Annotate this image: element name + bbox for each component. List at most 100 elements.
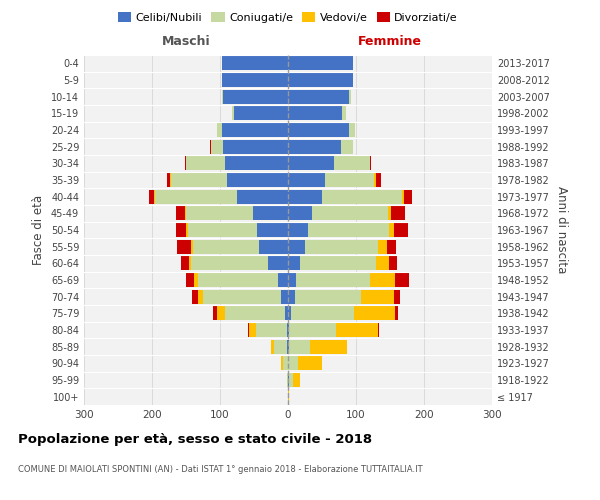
Bar — [288, 273, 296, 287]
Bar — [395, 306, 398, 320]
Bar — [288, 140, 341, 154]
Bar — [223, 90, 288, 104]
Bar — [370, 156, 371, 170]
Bar — [284, 306, 288, 320]
Bar — [343, 106, 346, 120]
Bar — [170, 173, 171, 187]
Bar — [391, 206, 405, 220]
Bar — [310, 340, 347, 354]
Bar — [388, 206, 391, 220]
Bar — [287, 373, 288, 387]
Bar — [374, 173, 376, 187]
Bar — [296, 273, 370, 287]
Bar — [268, 256, 288, 270]
Bar — [189, 256, 191, 270]
Bar — [288, 323, 289, 337]
Bar — [287, 323, 288, 337]
Bar — [185, 156, 186, 170]
Bar — [288, 240, 305, 254]
Bar — [227, 173, 288, 187]
Bar — [389, 256, 397, 270]
Bar — [394, 290, 400, 304]
Bar — [222, 90, 223, 104]
Bar — [354, 306, 395, 320]
Bar — [225, 306, 284, 320]
Bar — [176, 223, 186, 237]
Bar — [395, 273, 409, 287]
Bar — [213, 306, 217, 320]
Bar — [335, 323, 378, 337]
Bar — [402, 190, 404, 204]
Bar — [404, 190, 412, 204]
Bar — [288, 340, 289, 354]
Bar — [222, 123, 288, 137]
Bar — [188, 223, 257, 237]
Bar — [167, 173, 170, 187]
Bar — [288, 73, 353, 87]
Bar — [292, 306, 354, 320]
Bar — [185, 206, 186, 220]
Text: Maschi: Maschi — [161, 35, 211, 48]
Bar — [341, 140, 353, 154]
Bar — [154, 190, 155, 204]
Bar — [237, 190, 288, 204]
Bar — [288, 190, 322, 204]
Bar — [288, 206, 312, 220]
Bar — [271, 340, 274, 354]
Bar — [293, 373, 299, 387]
Bar — [256, 323, 287, 337]
Bar — [376, 173, 381, 187]
Bar — [349, 123, 355, 137]
Bar — [394, 223, 407, 237]
Bar — [194, 273, 197, 287]
Bar — [278, 273, 288, 287]
Bar — [288, 90, 349, 104]
Bar — [376, 256, 389, 270]
Bar — [186, 223, 188, 237]
Bar — [295, 290, 361, 304]
Bar — [217, 123, 222, 137]
Bar — [325, 173, 374, 187]
Bar — [155, 190, 237, 204]
Bar — [223, 140, 288, 154]
Text: COMUNE DI MAIOLATI SPONTINI (AN) - Dati ISTAT 1° gennaio 2018 - Elaborazione TUT: COMUNE DI MAIOLATI SPONTINI (AN) - Dati … — [18, 466, 422, 474]
Bar — [289, 373, 293, 387]
Bar — [226, 156, 288, 170]
Bar — [288, 106, 343, 120]
Bar — [305, 240, 379, 254]
Y-axis label: Fasce di età: Fasce di età — [32, 195, 45, 265]
Bar — [288, 356, 298, 370]
Bar — [288, 256, 300, 270]
Bar — [177, 240, 191, 254]
Bar — [288, 56, 353, 70]
Bar — [288, 223, 308, 237]
Bar — [211, 140, 223, 154]
Bar — [249, 323, 256, 337]
Bar — [322, 190, 402, 204]
Bar — [181, 256, 189, 270]
Bar — [288, 390, 289, 404]
Bar — [386, 240, 396, 254]
Bar — [298, 356, 322, 370]
Bar — [232, 106, 233, 120]
Bar — [197, 273, 278, 287]
Bar — [186, 156, 226, 170]
Bar — [253, 206, 288, 220]
Bar — [281, 290, 288, 304]
Bar — [191, 256, 268, 270]
Bar — [193, 240, 259, 254]
Bar — [248, 323, 249, 337]
Bar — [289, 340, 310, 354]
Text: Popolazione per età, sesso e stato civile - 2018: Popolazione per età, sesso e stato civil… — [18, 432, 372, 446]
Bar — [308, 223, 389, 237]
Bar — [197, 290, 203, 304]
Y-axis label: Anni di nascita: Anni di nascita — [555, 186, 568, 274]
Bar — [186, 273, 194, 287]
Bar — [312, 206, 388, 220]
Bar — [274, 340, 287, 354]
Bar — [233, 106, 288, 120]
Bar — [288, 306, 292, 320]
Bar — [186, 206, 253, 220]
Bar — [283, 356, 288, 370]
Bar — [210, 140, 211, 154]
